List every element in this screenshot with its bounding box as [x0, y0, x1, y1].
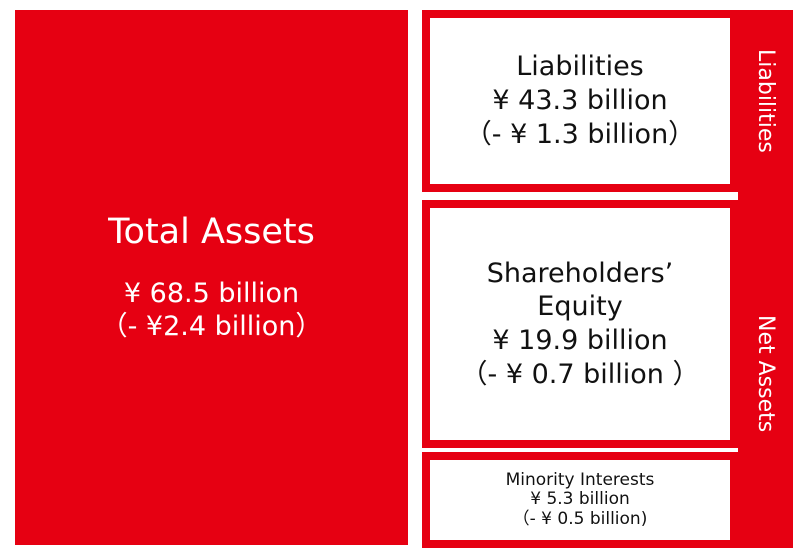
total-assets-title: Total Assets	[108, 211, 315, 252]
total-assets-box: Total Assets ¥ 68.5 billion （- ¥2.4 bill…	[15, 10, 408, 545]
total-assets-amount: ¥ 68.5 billion	[123, 277, 300, 309]
side-strip	[738, 10, 793, 548]
equity-title: Shareholders’	[486, 257, 674, 289]
minority-amount: ¥ 5.3 billion	[530, 489, 630, 510]
total-assets-change: （- ¥2.4 billion）	[100, 311, 323, 343]
side-label: Net Assets	[753, 315, 778, 433]
minority-change: （- ¥ 0.5 billion)	[512, 508, 648, 529]
equity-title: Equity	[537, 291, 623, 323]
minority-title: Minority Interests	[505, 469, 655, 490]
liabilities-amount: ¥ 43.3 billion	[492, 85, 668, 117]
equity-change: （- ¥ 0.7 billion ）	[460, 358, 700, 390]
liabilities-title: Liabilities	[516, 51, 644, 83]
minority-box: Minority Interests ¥ 5.3 billion （- ¥ 0.…	[422, 452, 738, 548]
liabilities-box: Liabilities ¥ 43.3 billion （- ¥ 1.3 bill…	[422, 10, 738, 192]
equity-box: Shareholders’ Equity ¥ 19.9 billion （- ¥…	[422, 200, 738, 448]
equity-amount: ¥ 19.9 billion	[492, 325, 668, 356]
liabilities-change: （- ¥ 1.3 billion）	[464, 118, 696, 150]
side-label: Liabilities	[753, 49, 778, 153]
